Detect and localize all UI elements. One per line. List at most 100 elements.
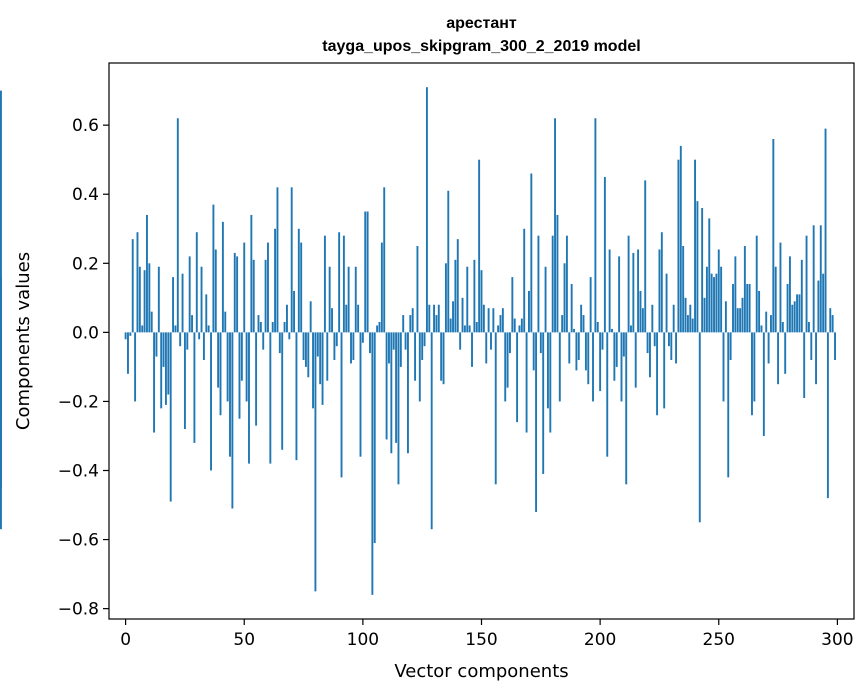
bar-74 <box>300 242 303 333</box>
bar-216 <box>637 249 640 333</box>
bar-53 <box>250 214 253 333</box>
bar-239 <box>691 318 694 333</box>
bar-23 <box>179 332 182 347</box>
bar-242 <box>698 332 701 523</box>
bar-299 <box>834 332 836 360</box>
y-tick-label: 0.6 <box>72 116 99 136</box>
bar-86 <box>328 266 331 333</box>
bar-128 <box>428 304 431 333</box>
bar-207 <box>615 332 618 367</box>
bar-150 <box>480 270 483 333</box>
bar-185 <box>563 263 566 333</box>
bar-291 <box>815 332 817 385</box>
bar-96 <box>352 332 355 360</box>
bar-259 <box>739 308 742 333</box>
bar-180 <box>551 235 554 333</box>
bar-140 <box>456 239 459 333</box>
bar-47 <box>236 256 239 333</box>
bar-45 <box>231 332 234 509</box>
bar-176 <box>542 332 545 474</box>
bar-163 <box>511 277 514 333</box>
bar-177 <box>544 266 547 333</box>
bar-89 <box>335 332 338 347</box>
x-axis: 0 50 100 150 200 250 300 <box>120 619 854 650</box>
chart-subtitle: tayga_upos_skipgram_300_2_2019 model <box>322 38 640 55</box>
bar-95 <box>350 332 352 364</box>
bar-76 <box>304 332 307 367</box>
bar-19 <box>169 332 172 502</box>
bar-24 <box>181 273 184 333</box>
y-tick-label: −0.8 <box>58 600 99 620</box>
bar-270 <box>765 311 768 333</box>
bar-205 <box>611 328 613 333</box>
bar-295 <box>824 128 827 333</box>
bar-100 <box>361 332 364 343</box>
bar-153 <box>487 308 490 333</box>
bar-248 <box>713 277 715 333</box>
bar-269 <box>762 332 765 436</box>
bar-108 <box>380 242 383 333</box>
bar-195 <box>587 332 590 385</box>
bar-63 <box>274 228 277 333</box>
bar-182 <box>556 214 559 333</box>
bar-289 <box>810 332 813 360</box>
bar-159 <box>501 308 504 333</box>
bar-263 <box>748 284 751 333</box>
bar-272 <box>770 315 772 333</box>
bar-218 <box>641 308 644 333</box>
bar-15 <box>160 332 163 409</box>
bar-186 <box>565 235 568 333</box>
bar-80 <box>314 332 317 592</box>
bar-25 <box>183 332 186 430</box>
bar-118 <box>404 332 407 350</box>
y-tick-label: 0.2 <box>72 254 99 274</box>
bar-161 <box>506 332 509 388</box>
bar-14 <box>157 266 160 333</box>
x-tick-label: 100 <box>347 630 379 650</box>
bar-280 <box>788 256 791 333</box>
bar-164 <box>513 318 516 333</box>
bar-112 <box>390 332 393 454</box>
bar-67 <box>283 322 286 333</box>
bar-277 <box>781 322 784 333</box>
bar-122 <box>414 332 417 381</box>
bar-284 <box>798 294 801 333</box>
bar-152 <box>485 332 488 364</box>
bar-175 <box>539 332 542 354</box>
bar-124 <box>418 332 421 402</box>
bar-40 <box>219 332 222 416</box>
bar-85 <box>326 332 329 381</box>
bar-72 <box>295 332 298 461</box>
bar-276 <box>779 242 782 333</box>
bar-194 <box>584 332 587 371</box>
bar-92 <box>342 235 345 333</box>
x-tick-label: 0 <box>120 630 131 650</box>
bar-230 <box>670 332 673 360</box>
bar-51 <box>245 332 248 402</box>
bar-227 <box>663 332 666 409</box>
bar-237 <box>686 315 689 333</box>
bar-189 <box>573 328 575 333</box>
bar-65 <box>278 332 281 354</box>
bar-38 <box>214 249 217 333</box>
bar-69 <box>288 332 291 340</box>
bar-2 <box>129 332 132 336</box>
bar-126 <box>423 332 426 347</box>
bar-75 <box>302 332 305 360</box>
bar-148 <box>475 322 478 333</box>
bar-294 <box>822 273 825 333</box>
bar-70 <box>290 187 293 333</box>
bar-73 <box>297 228 300 333</box>
bar-98 <box>357 304 360 333</box>
bar-59 <box>264 259 267 333</box>
bar-134 <box>442 332 445 385</box>
bar-157 <box>497 325 500 333</box>
bar-282 <box>793 301 796 333</box>
bar-265 <box>753 332 756 402</box>
bar-215 <box>634 332 637 388</box>
bar-10 <box>148 263 151 333</box>
bar-166 <box>518 325 521 333</box>
bar-154 <box>490 332 492 350</box>
bar-49 <box>240 332 243 381</box>
bar-260 <box>741 297 744 333</box>
